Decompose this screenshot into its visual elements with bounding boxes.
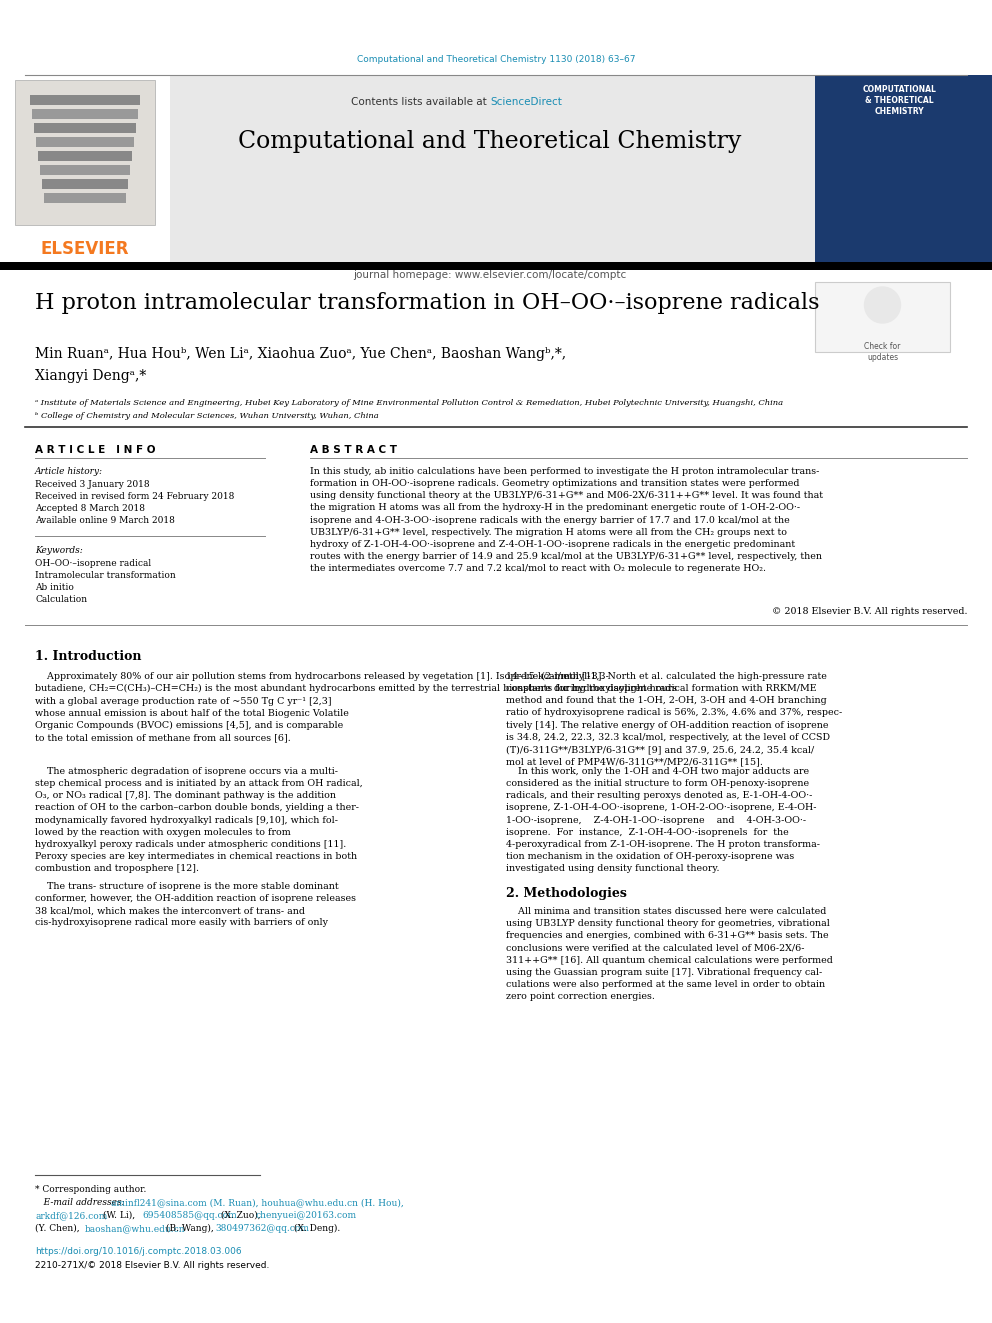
Text: Article history:: Article history: bbox=[35, 467, 103, 476]
Text: Contents lists available at: Contents lists available at bbox=[351, 97, 490, 107]
Text: Ab initio: Ab initio bbox=[35, 583, 73, 591]
Bar bbox=[815, 75, 992, 262]
Text: H proton intramolecular transformation in OH–OO·–isoprene radicals: H proton intramolecular transformation i… bbox=[35, 292, 819, 314]
Text: ELSEVIER: ELSEVIER bbox=[41, 239, 129, 258]
Bar bbox=[0, 75, 170, 262]
Text: (W. Li),: (W. Li), bbox=[100, 1211, 138, 1220]
Text: ᵇ College of Chemistry and Molecular Sciences, Wuhan University, Wuhan, China: ᵇ College of Chemistry and Molecular Sci… bbox=[35, 411, 379, 419]
Bar bbox=[815, 75, 992, 262]
Text: * Corresponding author.: * Corresponding author. bbox=[35, 1185, 147, 1193]
Text: ScienceDirect: ScienceDirect bbox=[490, 97, 561, 107]
Text: arkdf@126.com: arkdf@126.com bbox=[35, 1211, 107, 1220]
Text: The trans- structure of isoprene is the more stable dominant
conformer, however,: The trans- structure of isoprene is the … bbox=[35, 882, 356, 927]
Text: Accepted 8 March 2018: Accepted 8 March 2018 bbox=[35, 504, 145, 513]
Text: (X. Zuo),: (X. Zuo), bbox=[218, 1211, 267, 1220]
Bar bbox=[42, 179, 128, 189]
Text: (Y. Chen),: (Y. Chen), bbox=[35, 1224, 85, 1233]
Bar bbox=[40, 165, 130, 175]
Text: Available online 9 March 2018: Available online 9 March 2018 bbox=[35, 516, 175, 525]
Bar bbox=[38, 151, 132, 161]
Text: (X. Deng).: (X. Deng). bbox=[291, 1224, 340, 1233]
Bar bbox=[44, 193, 126, 202]
Text: Approximately 80% of our air pollution stems from hydrocarbons released by veget: Approximately 80% of our air pollution s… bbox=[35, 672, 677, 742]
Text: aminfl241@sina.com (M. Ruan), houhua@whu.edu.cn (H. Hou),: aminfl241@sina.com (M. Ruan), houhua@whu… bbox=[111, 1199, 404, 1207]
Text: 2. Methodologies: 2. Methodologies bbox=[506, 886, 627, 900]
Text: In this work, only the 1-OH and 4-OH two major adducts are
considered as the ini: In this work, only the 1-OH and 4-OH two… bbox=[506, 767, 820, 873]
Text: Min Ruanᵃ, Hua Houᵇ, Wen Liᵃ, Xiaohua Zuoᵃ, Yue Chenᵃ, Baoshan Wangᵇ,*,: Min Ruanᵃ, Hua Houᵇ, Wen Liᵃ, Xiaohua Zu… bbox=[35, 347, 566, 361]
Bar bbox=[815, 282, 950, 352]
Text: (B. Wang),: (B. Wang), bbox=[163, 1224, 219, 1233]
Text: https://doi.org/10.1016/j.comptc.2018.03.006: https://doi.org/10.1016/j.comptc.2018.03… bbox=[35, 1248, 242, 1256]
Text: journal homepage: www.elsevier.com/locate/comptc: journal homepage: www.elsevier.com/locat… bbox=[353, 270, 627, 280]
Text: Keywords:: Keywords: bbox=[35, 546, 82, 556]
Bar bbox=[32, 108, 138, 119]
Text: In this study, ab initio calculations have been performed to investigate the H p: In this study, ab initio calculations ha… bbox=[310, 467, 823, 573]
Text: Intramolecular transformation: Intramolecular transformation bbox=[35, 572, 176, 579]
Text: Received 3 January 2018: Received 3 January 2018 bbox=[35, 480, 150, 490]
Text: © 2018 Elsevier B.V. All rights reserved.: © 2018 Elsevier B.V. All rights reserved… bbox=[772, 607, 967, 617]
Text: The atmospheric degradation of isoprene occurs via a multi-
step chemical proces: The atmospheric degradation of isoprene … bbox=[35, 767, 363, 873]
Text: 1. Introduction: 1. Introduction bbox=[35, 650, 142, 663]
Text: 14–15 kcal/mol [13]. North et al. calculated the high-pressure rate
constants fo: 14–15 kcal/mol [13]. North et al. calcul… bbox=[506, 672, 842, 766]
Bar bbox=[0, 262, 992, 270]
Bar bbox=[30, 95, 140, 105]
Text: baoshan@whu.edu.cn: baoshan@whu.edu.cn bbox=[85, 1224, 186, 1233]
Text: Xiangyi Dengᵃ,*: Xiangyi Dengᵃ,* bbox=[35, 369, 146, 382]
Bar bbox=[170, 75, 815, 262]
Bar bbox=[34, 123, 136, 134]
Text: A B S T R A C T: A B S T R A C T bbox=[310, 445, 397, 455]
Text: Computational and Theoretical Chemistry 1130 (2018) 63–67: Computational and Theoretical Chemistry … bbox=[357, 56, 635, 64]
Text: 380497362@qq.com: 380497362@qq.com bbox=[215, 1224, 309, 1233]
Bar bbox=[36, 138, 134, 147]
Bar bbox=[15, 79, 155, 225]
Text: Check for
updates: Check for updates bbox=[864, 343, 901, 363]
Text: A R T I C L E   I N F O: A R T I C L E I N F O bbox=[35, 445, 156, 455]
Text: 695408585@qq.com: 695408585@qq.com bbox=[142, 1211, 237, 1220]
Text: Calculation: Calculation bbox=[35, 595, 87, 605]
Text: All minima and transition states discussed here were calculated
using UB3LYP den: All minima and transition states discuss… bbox=[506, 908, 833, 1002]
Text: Computational and Theoretical Chemistry: Computational and Theoretical Chemistry bbox=[238, 130, 742, 153]
Text: chenyuei@20163.com: chenyuei@20163.com bbox=[255, 1211, 356, 1220]
Text: 2210-271X/© 2018 Elsevier B.V. All rights reserved.: 2210-271X/© 2018 Elsevier B.V. All right… bbox=[35, 1261, 270, 1270]
Text: Received in revised form 24 February 2018: Received in revised form 24 February 201… bbox=[35, 492, 234, 501]
Text: OH–OO·–isoprene radical: OH–OO·–isoprene radical bbox=[35, 560, 151, 568]
Circle shape bbox=[864, 287, 901, 323]
Text: COMPUTATIONAL
& THEORETICAL
CHEMISTRY: COMPUTATIONAL & THEORETICAL CHEMISTRY bbox=[862, 85, 936, 116]
Text: E-mail addresses:: E-mail addresses: bbox=[35, 1199, 128, 1207]
Text: ᵃ Institute of Materials Science and Engineering, Hubei Key Laboratory of Mine E: ᵃ Institute of Materials Science and Eng… bbox=[35, 400, 783, 407]
